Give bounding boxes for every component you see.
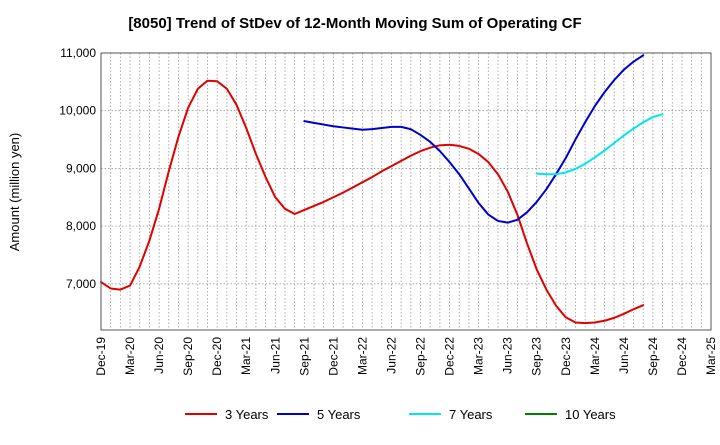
series-line-7-years: [535, 113, 664, 176]
x-tick-label: Dec-23: [559, 337, 573, 376]
x-tick-label: Jun-22: [384, 337, 398, 374]
x-tick-label: Mar-24: [588, 337, 602, 375]
x-tick-label: Mar-25: [704, 337, 718, 375]
x-tick-label: Mar-20: [123, 337, 137, 375]
plot-area-frame: [100, 52, 712, 331]
x-tick-label: Mar-23: [472, 337, 486, 375]
x-tick-label: Dec-22: [443, 337, 457, 376]
x-tick-label: Jun-24: [617, 337, 631, 374]
x-tick-label: Dec-20: [210, 337, 224, 376]
series-line-5-years: [303, 54, 645, 224]
series-layer: [100, 54, 664, 325]
y-tick-label: 8,000: [66, 219, 96, 233]
legend: 3 Years 5 Years 7 Years 10 Years: [185, 407, 616, 422]
x-tick-labels: Dec-19 Mar-20 Jun-20 Sep-20 Dec-20 Mar-21 Jun-…: [94, 337, 718, 376]
x-tick-label: Sep-20: [181, 337, 195, 376]
legend-label: 5 Years: [317, 407, 361, 422]
x-tick-label: Jun-23: [501, 337, 515, 374]
x-tick-label: Sep-22: [414, 337, 428, 376]
y-tick-label: 9,000: [66, 161, 96, 175]
x-tick-label: Sep-24: [646, 337, 660, 376]
series-line-3-years: [100, 79, 645, 325]
legend-label: 3 Years: [225, 407, 269, 422]
grid-layer: [101, 52, 711, 330]
y-tick-label: 11,000: [60, 46, 96, 60]
legend-label: 10 Years: [565, 407, 616, 422]
y-tick-label: 7,000: [66, 277, 96, 291]
x-tick-label: Sep-23: [530, 337, 544, 376]
x-tick-label: Mar-22: [355, 337, 369, 375]
x-tick-label: Sep-21: [297, 337, 311, 376]
legend-label: 7 Years: [449, 407, 493, 422]
x-tick-label: Dec-19: [94, 337, 108, 376]
y-tick-labels: 7,000 8,000 9,000 10,000 11,000: [59, 46, 96, 291]
x-tick-label: Jun-21: [268, 337, 282, 374]
x-tick-label: Mar-21: [239, 337, 253, 375]
chart-title: [8050] Trend of StDev of 12-Month Moving…: [128, 15, 581, 32]
x-tick-label: Dec-21: [326, 337, 340, 376]
y-axis-label: Amount (million yen): [7, 133, 22, 252]
y-tick-label: 10,000: [59, 104, 96, 118]
x-tick-label: Dec-24: [675, 337, 689, 376]
x-tick-label: Jun-20: [152, 337, 166, 374]
